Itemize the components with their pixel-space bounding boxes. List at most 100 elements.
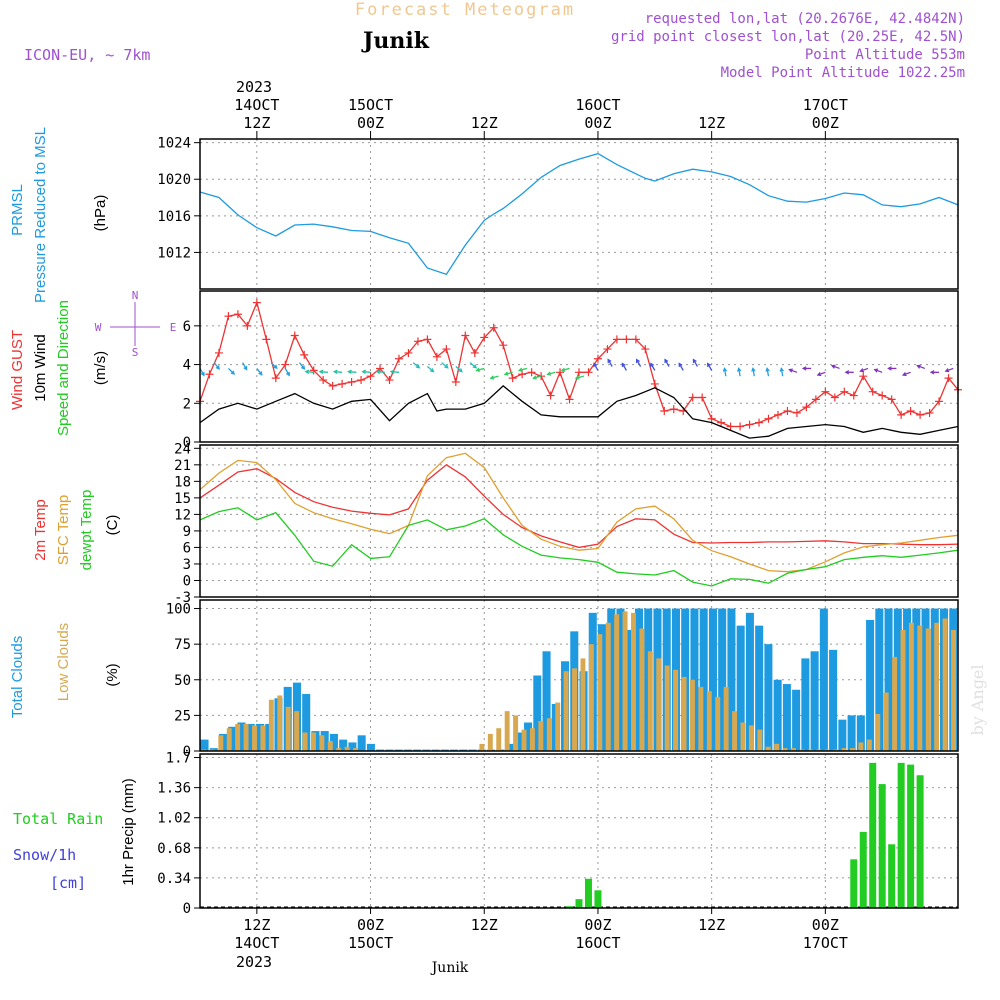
wind-arrow <box>441 362 449 369</box>
wind-arrow <box>334 370 343 373</box>
top-date-label: 14OCT <box>234 96 279 114</box>
bar-low-cloud <box>588 644 594 751</box>
bar-total-cloud <box>755 625 764 751</box>
y-tick-label: 75 <box>174 637 191 653</box>
bar-low-cloud <box>563 671 569 751</box>
bar-low-cloud <box>925 628 931 751</box>
gust-marker <box>480 333 489 342</box>
wind-arrow-head <box>678 362 683 367</box>
series-line-2m-temp <box>199 463 959 549</box>
bar-total-cloud <box>366 743 375 751</box>
bar-low-cloud <box>302 732 308 751</box>
bar-low-cloud <box>513 715 519 751</box>
prmsl-label: PRMSL <box>9 184 26 236</box>
y-tick-label: 1012 <box>157 245 191 261</box>
wind-arrow <box>504 371 513 376</box>
wind-arrow-head <box>830 364 836 369</box>
panel-1: 0 2 4 6 <box>183 290 962 451</box>
bar-total-cloud <box>875 608 884 751</box>
gust-marker <box>376 364 385 373</box>
wind-arrow-head <box>859 368 865 373</box>
bar-total-cloud <box>348 742 357 751</box>
wind-arrow-head <box>916 364 921 369</box>
bar-low-cloud <box>934 622 940 751</box>
gust-marker <box>622 335 631 344</box>
gust-marker <box>840 387 849 396</box>
bar-low-cloud <box>757 729 763 751</box>
low-clouds-label: Low Clouds <box>55 623 72 701</box>
top-year-label: 2023 <box>236 78 272 96</box>
wind-arrow-head <box>532 375 537 380</box>
top-date-label: 17OCT <box>803 96 848 114</box>
bar-total-cloud <box>912 608 921 751</box>
wind-arrow-head <box>517 367 523 372</box>
bar-low-cloud <box>647 651 653 751</box>
wind-arrow <box>455 366 463 373</box>
gust-marker <box>319 376 328 385</box>
wind-arrow <box>305 370 314 373</box>
y-tick-label: 9 <box>183 524 191 540</box>
y-tick-label: 100 <box>166 602 191 618</box>
gust-marker <box>811 395 820 404</box>
gust-marker <box>281 360 290 369</box>
bar-low-cloud <box>942 618 948 751</box>
prmsl-sublabel: Pressure Reduced to MSL <box>32 127 49 303</box>
snow-unit-label: [cm] <box>50 874 86 892</box>
wind-arrow-head <box>200 371 205 377</box>
wind-arrow <box>636 359 642 367</box>
wind-arrow-head <box>560 367 566 372</box>
compass-s: S <box>132 346 139 359</box>
y-tick-label: 50 <box>174 673 191 689</box>
wind-arrow-head <box>607 358 612 364</box>
bar-total-cloud <box>699 608 708 751</box>
location-title: Junik <box>361 28 430 54</box>
gust-marker <box>252 298 261 307</box>
bar-low-cloud <box>908 622 914 751</box>
y-tick-label: 1020 <box>157 172 191 188</box>
top-date-label: 16OCT <box>575 96 620 114</box>
wind-arrow-head <box>816 372 822 377</box>
wind-arrow-head <box>887 366 892 371</box>
bar-low-cloud <box>344 746 350 751</box>
bar-low-cloud <box>487 733 493 751</box>
dew-label: dewpt Temp <box>78 490 95 571</box>
bar-low-cloud <box>521 729 527 751</box>
gust-marker <box>916 410 925 419</box>
y-tick-label: 4 <box>183 358 191 374</box>
bottom-hour-label: 00Z <box>812 916 839 934</box>
bar-low-cloud <box>698 686 704 751</box>
gust-marker <box>792 408 801 417</box>
gust-marker <box>688 393 697 402</box>
bar-total-cloud <box>255 723 265 751</box>
panel-4: 0 0.34 0.68 1.02 1.36 1.7 <box>157 751 959 917</box>
wind-arrow-head <box>304 369 310 375</box>
y-tick-label: 0.68 <box>157 841 191 857</box>
wind-arrow <box>650 363 656 371</box>
bar-low-cloud <box>285 706 291 751</box>
bar-total-cloud <box>237 722 246 751</box>
prmsl-unit: (hPa) <box>92 195 109 232</box>
compass-w: W <box>95 321 102 334</box>
wind-arrow-head <box>844 370 850 375</box>
bar-precip <box>916 775 924 908</box>
wind-arrow <box>242 362 248 370</box>
panel-3: 0 25 50 75 100 <box>166 599 959 760</box>
wind-arrow <box>362 370 371 373</box>
wind-arrow <box>227 367 235 375</box>
wind10-label: 10m Wind <box>32 334 49 402</box>
wind-arrow-head <box>318 369 324 375</box>
bar-total-cloud <box>829 649 838 751</box>
wind-arrow-head <box>503 371 509 376</box>
bottom-date-label: 15OCT <box>348 934 393 952</box>
top-hour-label: 12Z <box>471 114 498 132</box>
bar-low-cloud <box>706 691 712 751</box>
series-line-10m-wind <box>199 385 959 439</box>
bar-low-cloud <box>673 669 679 751</box>
gust-marker <box>755 418 764 427</box>
gust-marker <box>527 368 536 377</box>
bar-low-cloud <box>664 665 670 751</box>
bar-low-cloud <box>268 699 274 751</box>
point-altitude: Point Altitude 553m <box>805 47 965 63</box>
gust-marker <box>290 331 299 340</box>
chart-title: Forecast Meteogram <box>355 0 575 20</box>
